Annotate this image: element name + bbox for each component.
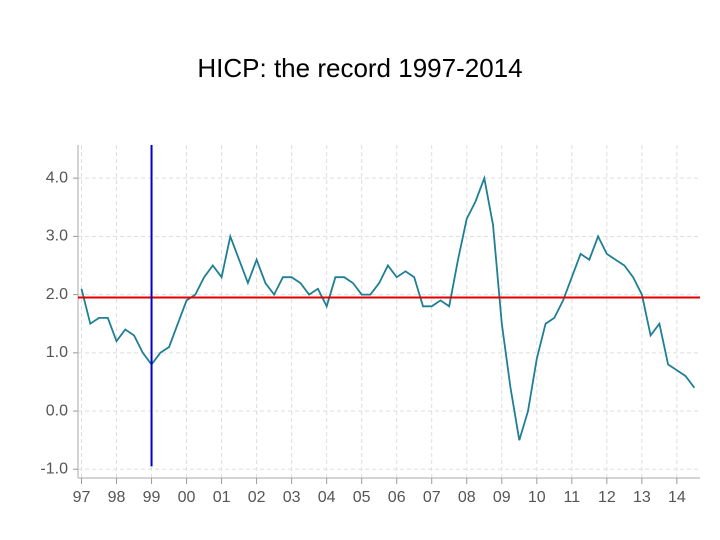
x-tick-label: 00 — [178, 489, 196, 506]
x-tick-label: 06 — [388, 489, 406, 506]
y-tick-label: 3.0 — [46, 228, 68, 245]
x-tick-label: 10 — [528, 489, 546, 506]
x-tick-label: 04 — [318, 489, 336, 506]
x-tick-label: 97 — [73, 489, 91, 506]
y-tick-label: 1.0 — [46, 344, 68, 361]
x-tick-label: 98 — [108, 489, 126, 506]
x-tick-label: 99 — [143, 489, 161, 506]
y-tick-label: 4.0 — [46, 169, 68, 186]
x-tick-label: 09 — [493, 489, 511, 506]
data-line — [80, 174, 696, 441]
chart-title: HICP: the record 1997-2014 — [197, 53, 522, 83]
x-tick-label: 01 — [213, 489, 231, 506]
y-tick-label: 2.0 — [46, 286, 68, 303]
y-tick-label: 0.0 — [46, 402, 68, 419]
x-tick-label: 05 — [353, 489, 371, 506]
x-tick-label: 12 — [598, 489, 616, 506]
x-tick-label: 14 — [668, 489, 686, 506]
x-tick-label: 11 — [564, 489, 581, 506]
x-tick-label: 13 — [633, 489, 651, 506]
x-tick-label: 08 — [458, 489, 476, 506]
y-tick-label: -1.0 — [40, 460, 68, 477]
x-tick-label: 07 — [423, 489, 441, 506]
x-tick-label: 03 — [283, 489, 301, 506]
x-tick-label: 02 — [248, 489, 266, 506]
